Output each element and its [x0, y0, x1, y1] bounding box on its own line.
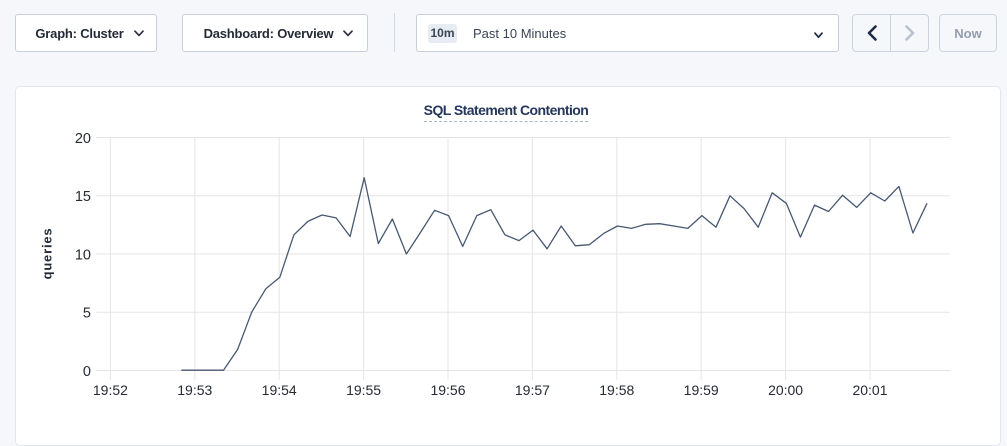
svg-text:queries: queries: [40, 228, 55, 280]
svg-text:20:00: 20:00: [768, 382, 803, 398]
svg-text:19:55: 19:55: [346, 382, 381, 398]
svg-text:0: 0: [83, 364, 91, 380]
svg-text:5: 5: [83, 306, 91, 322]
svg-text:19:54: 19:54: [262, 382, 297, 398]
svg-text:19:59: 19:59: [684, 382, 719, 398]
svg-text:19:57: 19:57: [515, 382, 550, 398]
svg-text:20: 20: [75, 131, 91, 147]
svg-text:10: 10: [75, 247, 91, 263]
svg-text:19:52: 19:52: [93, 382, 128, 398]
svg-text:19:53: 19:53: [177, 382, 212, 398]
svg-text:15: 15: [75, 189, 91, 205]
svg-text:19:56: 19:56: [430, 382, 465, 398]
svg-text:19:58: 19:58: [599, 382, 634, 398]
svg-text:20:01: 20:01: [852, 382, 887, 398]
